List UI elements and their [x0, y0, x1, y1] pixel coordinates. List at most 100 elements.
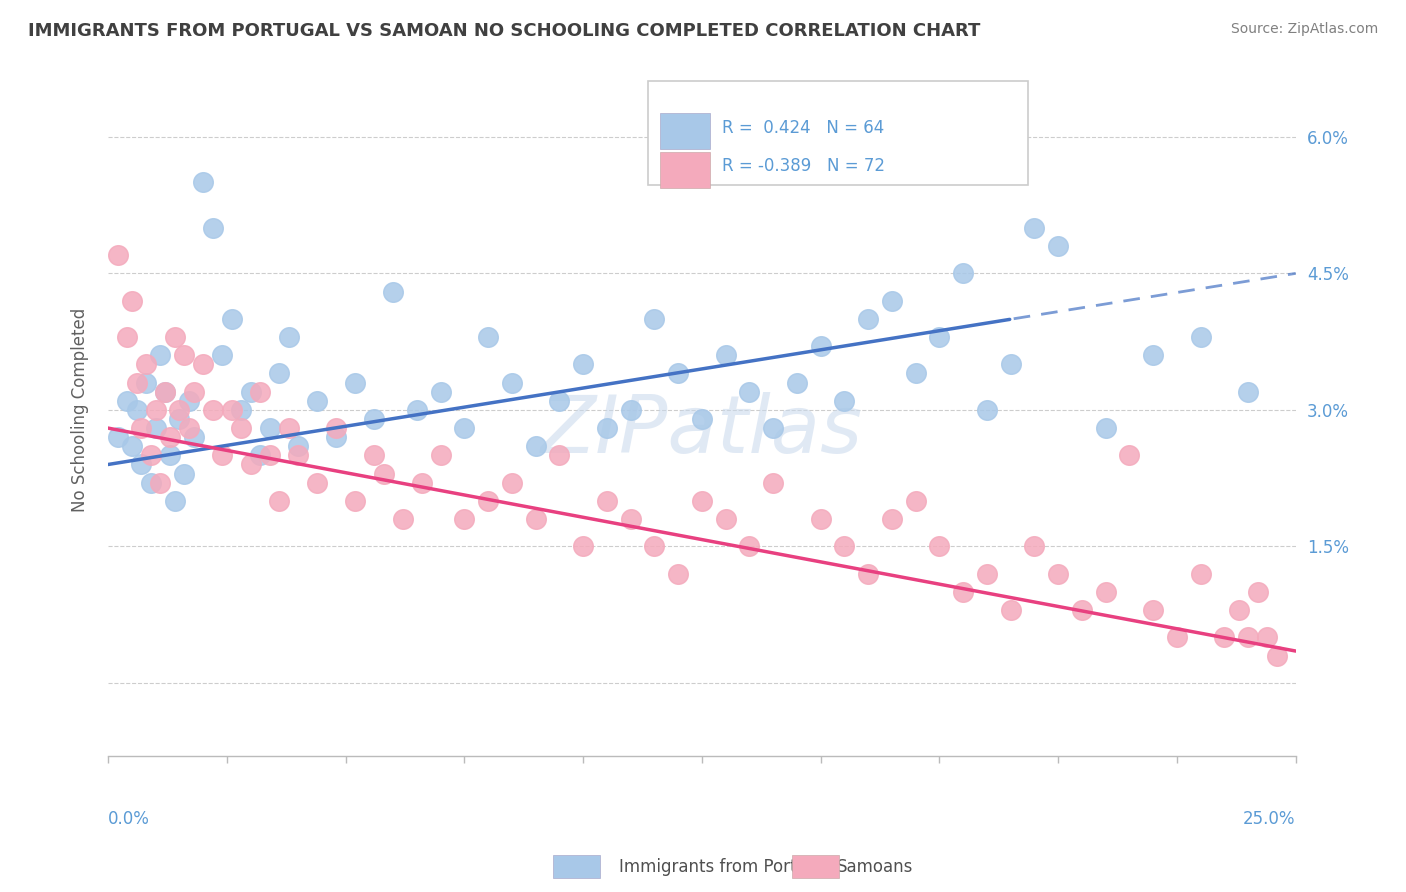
Point	[153, 384, 176, 399]
Point	[1000, 603, 1022, 617]
Point	[173, 348, 195, 362]
Point	[524, 512, 547, 526]
Point	[620, 512, 643, 526]
Point	[762, 421, 785, 435]
Text: R = -0.389   N = 72: R = -0.389 N = 72	[723, 157, 884, 175]
Text: Samoans: Samoans	[837, 858, 912, 876]
Point	[391, 512, 413, 526]
Point	[115, 330, 138, 344]
Point	[1071, 603, 1094, 617]
Point	[183, 430, 205, 444]
Point	[305, 393, 328, 408]
FancyBboxPatch shape	[661, 152, 710, 187]
Point	[952, 266, 974, 280]
Point	[643, 540, 665, 554]
Point	[1166, 631, 1188, 645]
Point	[277, 421, 299, 435]
Point	[139, 475, 162, 490]
Text: 25.0%: 25.0%	[1243, 810, 1296, 829]
Point	[477, 494, 499, 508]
Point	[411, 475, 433, 490]
Point	[159, 449, 181, 463]
Point	[1047, 566, 1070, 581]
Point	[453, 512, 475, 526]
Point	[344, 376, 367, 390]
Point	[1094, 421, 1116, 435]
Point	[221, 403, 243, 417]
Point	[690, 412, 713, 426]
Text: ZIPatlas: ZIPatlas	[541, 392, 863, 469]
Point	[163, 494, 186, 508]
Point	[880, 512, 903, 526]
Point	[1227, 603, 1250, 617]
Point	[1265, 648, 1288, 663]
Text: Immigrants from Portugal: Immigrants from Portugal	[619, 858, 832, 876]
Point	[666, 367, 689, 381]
Point	[129, 421, 152, 435]
Point	[191, 358, 214, 372]
Point	[259, 449, 281, 463]
Point	[738, 384, 761, 399]
Point	[1142, 348, 1164, 362]
Point	[1118, 449, 1140, 463]
Point	[249, 449, 271, 463]
Point	[714, 348, 737, 362]
Point	[620, 403, 643, 417]
Point	[177, 393, 200, 408]
Point	[107, 248, 129, 262]
Point	[373, 467, 395, 481]
Point	[239, 384, 262, 399]
Point	[382, 285, 405, 299]
Point	[121, 439, 143, 453]
Point	[976, 403, 998, 417]
Point	[453, 421, 475, 435]
Point	[1024, 220, 1046, 235]
Point	[834, 540, 856, 554]
Point	[952, 585, 974, 599]
Point	[524, 439, 547, 453]
Point	[928, 330, 950, 344]
Point	[145, 421, 167, 435]
Point	[714, 512, 737, 526]
FancyBboxPatch shape	[648, 81, 1028, 186]
Point	[221, 311, 243, 326]
Point	[904, 367, 927, 381]
Point	[153, 384, 176, 399]
Point	[145, 403, 167, 417]
Point	[229, 421, 252, 435]
Point	[786, 376, 808, 390]
Point	[135, 358, 157, 372]
Point	[305, 475, 328, 490]
Point	[159, 430, 181, 444]
Point	[596, 494, 619, 508]
Point	[1189, 566, 1212, 581]
Point	[501, 376, 523, 390]
Point	[149, 348, 172, 362]
Point	[834, 393, 856, 408]
Point	[643, 311, 665, 326]
Point	[1237, 631, 1260, 645]
Point	[548, 449, 571, 463]
Point	[572, 540, 595, 554]
Point	[173, 467, 195, 481]
Point	[738, 540, 761, 554]
Point	[211, 348, 233, 362]
Point	[177, 421, 200, 435]
Point	[1047, 239, 1070, 253]
Point	[149, 475, 172, 490]
Point	[690, 494, 713, 508]
Point	[115, 393, 138, 408]
Point	[1000, 358, 1022, 372]
Point	[810, 512, 832, 526]
Point	[976, 566, 998, 581]
Point	[249, 384, 271, 399]
Point	[191, 175, 214, 189]
Text: IMMIGRANTS FROM PORTUGAL VS SAMOAN NO SCHOOLING COMPLETED CORRELATION CHART: IMMIGRANTS FROM PORTUGAL VS SAMOAN NO SC…	[28, 22, 980, 40]
Point	[1213, 631, 1236, 645]
Point	[121, 293, 143, 308]
Point	[135, 376, 157, 390]
Point	[548, 393, 571, 408]
Point	[325, 430, 347, 444]
Point	[201, 403, 224, 417]
Point	[501, 475, 523, 490]
